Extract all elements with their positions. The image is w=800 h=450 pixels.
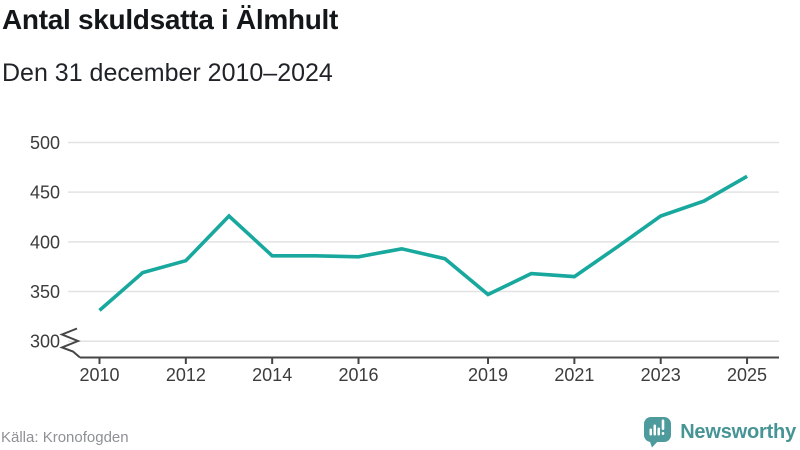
y-tick-label: 300 — [30, 332, 60, 352]
newsworthy-logo-text: Newsworthy — [680, 421, 796, 443]
data-line — [98, 174, 748, 312]
line-chart: 500 450 400 350 300 2010 2012 2014 2016 2019 2021 2… — [30, 133, 779, 385]
y-tick-label: 400 — [30, 232, 60, 252]
x-tick-label: 2010 — [79, 365, 119, 385]
newsworthy-logo-icon — [644, 417, 672, 448]
x-tick-label: 2016 — [338, 365, 378, 385]
x-tick-label: 2019 — [468, 365, 508, 385]
newsworthy-logo[interactable]: Newsworthy — [642, 415, 796, 450]
chart-title: Antal skuldsatta i Älmhult — [2, 4, 339, 35]
y-tick-label: 450 — [30, 183, 60, 203]
source-label: Källa: Kronofogden — [1, 429, 129, 446]
x-tick-label: 2012 — [166, 365, 206, 385]
y-tick-label: 500 — [30, 133, 60, 153]
y-tick-label: 350 — [30, 282, 60, 302]
x-tick-label: 2014 — [252, 365, 292, 385]
axis-break-icon — [59, 327, 81, 359]
x-tick-label: 2021 — [554, 365, 594, 385]
x-tick-label: 2023 — [641, 365, 681, 385]
chart-subtitle: Den 31 december 2010–2024 — [2, 59, 333, 87]
x-tick-label: 2025 — [727, 365, 767, 385]
